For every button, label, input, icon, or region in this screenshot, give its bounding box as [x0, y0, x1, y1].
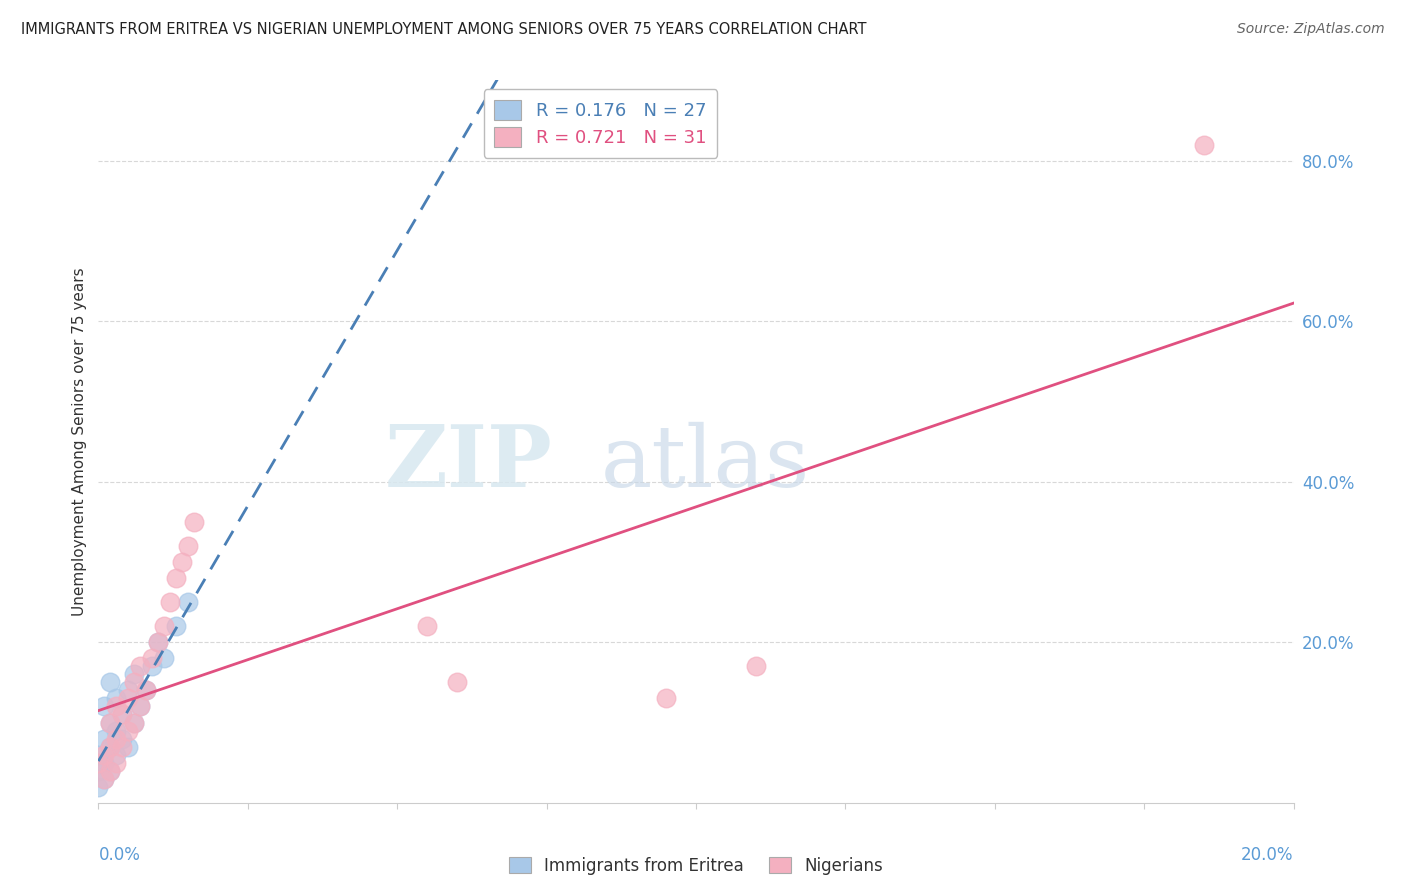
- Point: [117, 691, 139, 706]
- Point: [93, 731, 115, 746]
- Point: [93, 772, 115, 786]
- Y-axis label: Unemployment Among Seniors over 75 years: Unemployment Among Seniors over 75 years: [72, 268, 87, 615]
- Point: [105, 731, 128, 746]
- Point: [124, 715, 146, 730]
- Point: [129, 699, 152, 714]
- Point: [124, 715, 146, 730]
- Text: atlas: atlas: [600, 422, 810, 505]
- Point: [93, 772, 115, 786]
- Point: [111, 707, 134, 722]
- Point: [98, 764, 122, 778]
- Point: [87, 764, 110, 778]
- Point: [111, 731, 134, 746]
- Text: Source: ZipAtlas.com: Source: ZipAtlas.com: [1237, 22, 1385, 37]
- Point: [105, 691, 128, 706]
- Point: [655, 691, 678, 706]
- Point: [87, 756, 110, 770]
- Text: IMMIGRANTS FROM ERITREA VS NIGERIAN UNEMPLOYMENT AMONG SENIORS OVER 75 YEARS COR: IMMIGRANTS FROM ERITREA VS NIGERIAN UNEM…: [21, 22, 866, 37]
- Point: [129, 699, 152, 714]
- Point: [105, 756, 128, 770]
- Point: [98, 715, 122, 730]
- Point: [135, 683, 157, 698]
- Point: [98, 715, 122, 730]
- Point: [117, 683, 139, 698]
- Point: [165, 571, 187, 585]
- Point: [148, 635, 170, 649]
- Point: [446, 675, 468, 690]
- Point: [87, 780, 110, 794]
- Point: [87, 747, 110, 762]
- Point: [98, 739, 122, 754]
- Point: [124, 667, 146, 681]
- Point: [183, 515, 205, 529]
- Point: [129, 659, 152, 673]
- Point: [153, 619, 176, 633]
- Point: [153, 651, 176, 665]
- Point: [177, 595, 200, 609]
- Point: [105, 747, 128, 762]
- Point: [159, 595, 181, 609]
- Point: [105, 723, 128, 738]
- Point: [135, 683, 157, 698]
- Point: [165, 619, 187, 633]
- Point: [105, 699, 128, 714]
- Point: [98, 739, 122, 754]
- Point: [117, 739, 139, 754]
- Text: 0.0%: 0.0%: [98, 847, 141, 864]
- Point: [1192, 137, 1215, 152]
- Legend: Immigrants from Eritrea, Nigerians: Immigrants from Eritrea, Nigerians: [502, 850, 890, 881]
- Point: [98, 764, 122, 778]
- Point: [124, 675, 146, 690]
- Point: [111, 739, 134, 754]
- Point: [117, 723, 139, 738]
- Point: [745, 659, 768, 673]
- Point: [111, 707, 134, 722]
- Point: [93, 756, 115, 770]
- Point: [148, 635, 170, 649]
- Text: 20.0%: 20.0%: [1241, 847, 1294, 864]
- Point: [416, 619, 439, 633]
- Point: [98, 675, 122, 690]
- Point: [172, 555, 194, 569]
- Point: [141, 651, 163, 665]
- Point: [93, 747, 115, 762]
- Point: [177, 539, 200, 553]
- Point: [93, 699, 115, 714]
- Point: [141, 659, 163, 673]
- Text: ZIP: ZIP: [385, 421, 553, 505]
